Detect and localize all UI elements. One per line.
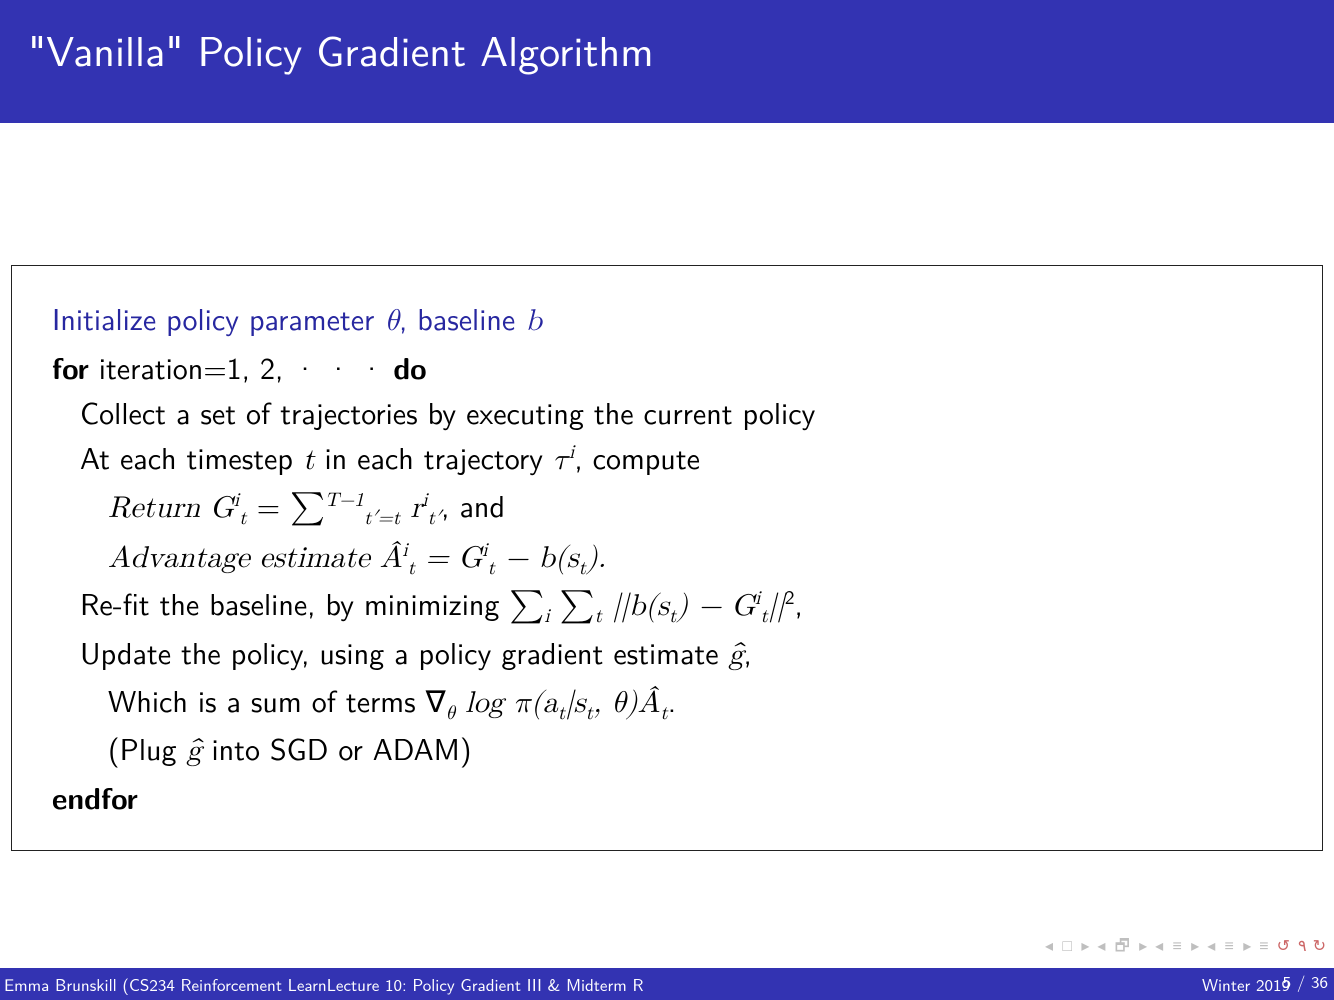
footer-lecture: Lecture 10: Policy Gradient III & Midter… (327, 972, 1202, 997)
for-rest: iteration=1, 2, · · · (89, 345, 394, 389)
init-mid: , baseline (399, 296, 525, 340)
refit-s-sub: t (669, 606, 677, 626)
refit-a: Re-fit the baseline, by minimizing (80, 581, 509, 625)
sum-t: ∑ (560, 589, 595, 622)
beamer-nav-icons: ◂ □ ▸ ◂ 🗗 ▸ ◂ ≡ ▸ ◂ ≡ ▸ ≡ ↺ ۹ ↻ (1045, 933, 1328, 962)
refit-norm-c: || (768, 591, 785, 621)
refit-norm-b: ) − G (677, 591, 755, 621)
algo-line-plug: (Plug ĝ into SGD or ADAM) (108, 726, 1302, 774)
sum-t-sub: t (595, 606, 603, 626)
algo-line-update: Update the policy, using a policy gradie… (80, 630, 1302, 678)
b: b (525, 306, 542, 336)
algo-line-endfor: endfor (52, 774, 1302, 820)
s-sub: t (585, 703, 593, 723)
sum-i: ∑ (509, 589, 544, 622)
endfor: endfor (52, 775, 138, 818)
ghat: ĝ (729, 640, 744, 670)
sum-i-sub: i (544, 606, 549, 626)
footer-page: 5 / 36 (1283, 969, 1328, 994)
which-b: log π(a (455, 688, 558, 718)
nav-forward-icon[interactable]: ↻ (1313, 933, 1328, 962)
which-e: . (668, 678, 676, 722)
slide-title: "Vanilla" Policy Gradient Algorithm (28, 18, 654, 79)
plug-a: (Plug (108, 726, 187, 770)
adv-eq: = G (415, 543, 482, 573)
refit-G-sup: i (755, 588, 760, 608)
init-prefix: Initialize policy parameter (52, 296, 384, 340)
for-word: for (52, 345, 89, 388)
which-a: Which is a sum of terms ∇ (108, 678, 446, 722)
return-and: , and (441, 483, 505, 527)
plug-ghat: ĝ (187, 736, 202, 766)
algo-line-ateach: At each timestep t in each trajectory τi… (80, 435, 1302, 483)
nav-section-icon[interactable]: ◂ ≡ ▸ (1155, 933, 1201, 962)
adv-close: ). (586, 543, 606, 573)
nav-eq-icon[interactable]: ≡ (1259, 933, 1270, 962)
nabla-sub: θ (446, 703, 456, 723)
G-sup: i (234, 490, 239, 510)
theta: θ (384, 306, 399, 336)
nav-presentation-icon[interactable]: ◂ ≡ ▸ (1207, 933, 1253, 962)
update-comma: , (744, 630, 752, 674)
adv-A-sup: i (402, 540, 407, 560)
algo-line-which: Which is a sum of terms ∇θ log π(at|st, … (108, 678, 1302, 726)
adv-G-sub: t (488, 558, 496, 578)
adv-word: Advantage estimate (108, 543, 370, 573)
refit-comma: , (794, 581, 802, 625)
adv-minus: − b(s (495, 543, 578, 573)
plug-b: into SGD or ADAM) (202, 726, 472, 770)
update-a: Update the policy, using a policy gradie… (80, 630, 729, 674)
G: G (200, 493, 234, 523)
ateach-c: , compute (574, 435, 700, 479)
algo-line-return: Return Git = ∑T−1t′=t rit′, and (108, 483, 1302, 533)
algorithm-box: Initialize policy parameter θ, baseline … (11, 265, 1323, 851)
which-d: , θ)Â (593, 688, 660, 718)
adv-s-sub: t (579, 558, 587, 578)
ateach-b: in each trajectory (315, 435, 553, 479)
footer-bar: Emma Brunskill (CS234 Reinforcement Lear… (0, 968, 1334, 1000)
tau: τ (553, 445, 569, 475)
refit-G-sub: t (760, 606, 768, 626)
t: t (303, 445, 315, 475)
nav-search-icon[interactable]: ۹ (1298, 933, 1307, 962)
refit-norm-a: ||b(s (602, 591, 669, 621)
sum-bot: t′=t (364, 508, 400, 528)
which-c: |s (565, 688, 585, 718)
G-sub: t (239, 508, 247, 528)
do-word: do (393, 345, 426, 388)
slide-title-bar: "Vanilla" Policy Gradient Algorithm (0, 0, 1334, 123)
return-word: Return (108, 493, 200, 523)
sum-top: T−1 (325, 490, 364, 510)
nav-frame-icon[interactable]: ◂ □ ▸ (1045, 933, 1091, 962)
nav-subsection-icon[interactable]: ◂ 🗗 ▸ (1097, 933, 1149, 962)
algo-line-adv: Advantage estimate Âit = Git − b(st). (108, 533, 1302, 581)
nav-back-icon[interactable]: ↺ (1277, 933, 1292, 962)
slide-body: Initialize policy parameter θ, baseline … (0, 150, 1334, 966)
adv-A: Â (370, 543, 402, 573)
algo-line-collect: Collect a set of trajectories by executi… (80, 390, 1302, 435)
ateach-a: At each timestep (80, 435, 303, 479)
return-eq: = (247, 483, 290, 527)
algo-line-refit: Re-fit the baseline, by minimizing ∑i ∑t… (80, 581, 1302, 631)
refit-sq: 2 (785, 582, 795, 611)
r: r (400, 493, 422, 523)
Ahat-sub: t (660, 703, 668, 723)
algo-line-init: Initialize policy parameter θ, baseline … (52, 296, 1302, 344)
footer-author: Emma Brunskill (CS234 Reinforcement Lear… (0, 972, 327, 997)
sum-sym: ∑ (290, 491, 325, 524)
r-sub: t′ (428, 508, 442, 528)
algo-line-for: for iteration=1, 2, · · · do (52, 344, 1302, 390)
adv-G-sup: i (482, 540, 487, 560)
r-sup: i (422, 490, 427, 510)
